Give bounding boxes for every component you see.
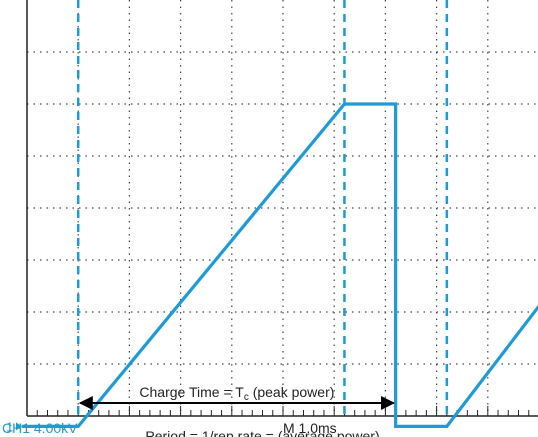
channel-scale-label: CH1 4.00kV xyxy=(2,420,78,436)
measurement-label-text: Charge Time = T xyxy=(139,384,244,400)
waveform-trace xyxy=(21,102,538,428)
graticule xyxy=(27,0,538,416)
annotations: Charge Time = Tc (peak power) Period = 1/… xyxy=(78,384,396,437)
timebase-label: M 1.0ms xyxy=(283,420,337,436)
ground-marker-label: 1 xyxy=(6,419,13,434)
measurement-label-text: Period = 1/rep rate = (average power) xyxy=(145,428,379,437)
ground-marker: 1 xyxy=(6,419,22,434)
ground-marker-arrow xyxy=(16,422,22,431)
measurement-label: Charge Time = Tc (peak power) xyxy=(139,384,334,403)
measurement-label-text-after: (peak power) xyxy=(249,384,335,400)
trace-line xyxy=(21,102,538,428)
measurement-label-subscript: c xyxy=(244,392,249,403)
measurement-label: Period = 1/rep rate = (average power) xyxy=(145,428,379,437)
